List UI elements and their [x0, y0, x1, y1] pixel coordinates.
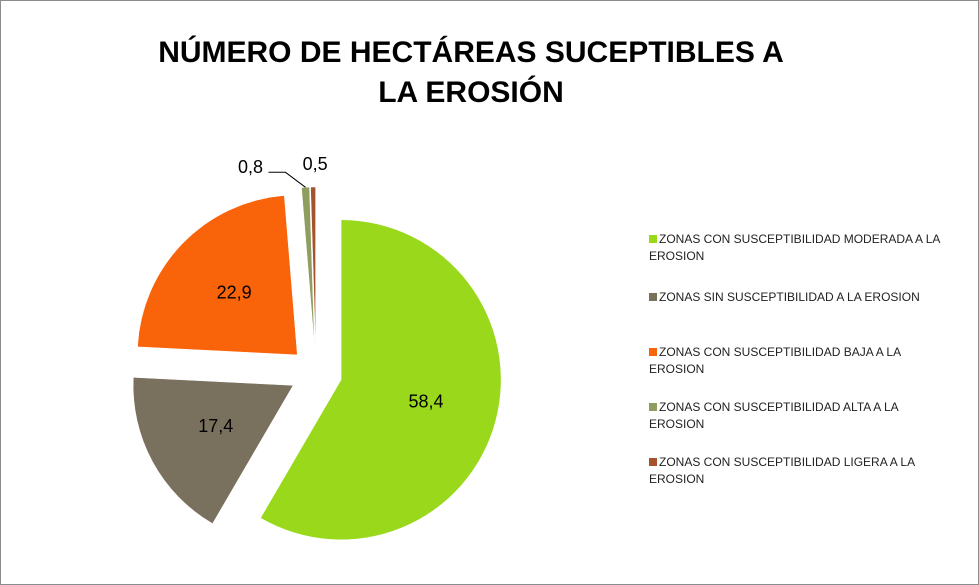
legend-label: ZONAS CON SUSCEPTIBILIDAD MODERADA A LA … — [649, 232, 940, 263]
legend-label: ZONAS SIN SUSCEPTIBILIDAD A LA EROSION — [659, 290, 920, 304]
chart-title: NÚMERO DE HECTÁREAS SUCEPTIBLES A LA ERO… — [158, 36, 784, 109]
leader-line — [268, 171, 306, 188]
data-label: 17,4 — [198, 416, 233, 436]
data-label: 0,8 — [238, 157, 263, 177]
data-label: 58,4 — [409, 391, 444, 411]
data-label: 0,5 — [303, 154, 328, 174]
legend-swatch — [649, 293, 657, 301]
pie-slice — [137, 195, 298, 356]
legend-swatch — [649, 348, 657, 356]
legend-label: ZONAS CON SUSCEPTIBILIDAD LIGERA A LA ER… — [649, 455, 915, 486]
legend-entry: ZONAS CON SUSCEPTIBILIDAD MODERADA A LA … — [649, 231, 949, 265]
data-label: 22,9 — [217, 282, 252, 302]
legend-swatch — [649, 235, 657, 243]
legend-swatch — [649, 458, 657, 466]
legend-label: ZONAS CON SUSCEPTIBILIDAD ALTA A LA EROS… — [649, 400, 898, 431]
pie-slice — [260, 219, 502, 541]
legend-entry: ZONAS CON SUSCEPTIBILIDAD ALTA A LA EROS… — [649, 399, 949, 433]
pie-slice — [301, 186, 315, 348]
pie-slice — [310, 186, 316, 348]
legend-entry: ZONAS CON SUSCEPTIBILIDAD LIGERA A LA ER… — [649, 454, 949, 488]
legend-label: ZONAS CON SUSCEPTIBILIDAD BAJA A LA EROS… — [649, 345, 901, 376]
legend-entry: ZONAS SIN SUSCEPTIBILIDAD A LA EROSION — [649, 289, 949, 306]
pie-slice — [132, 377, 294, 524]
legend-swatch — [649, 403, 657, 411]
legend-entry: ZONAS CON SUSCEPTIBILIDAD BAJA A LA EROS… — [649, 344, 949, 378]
